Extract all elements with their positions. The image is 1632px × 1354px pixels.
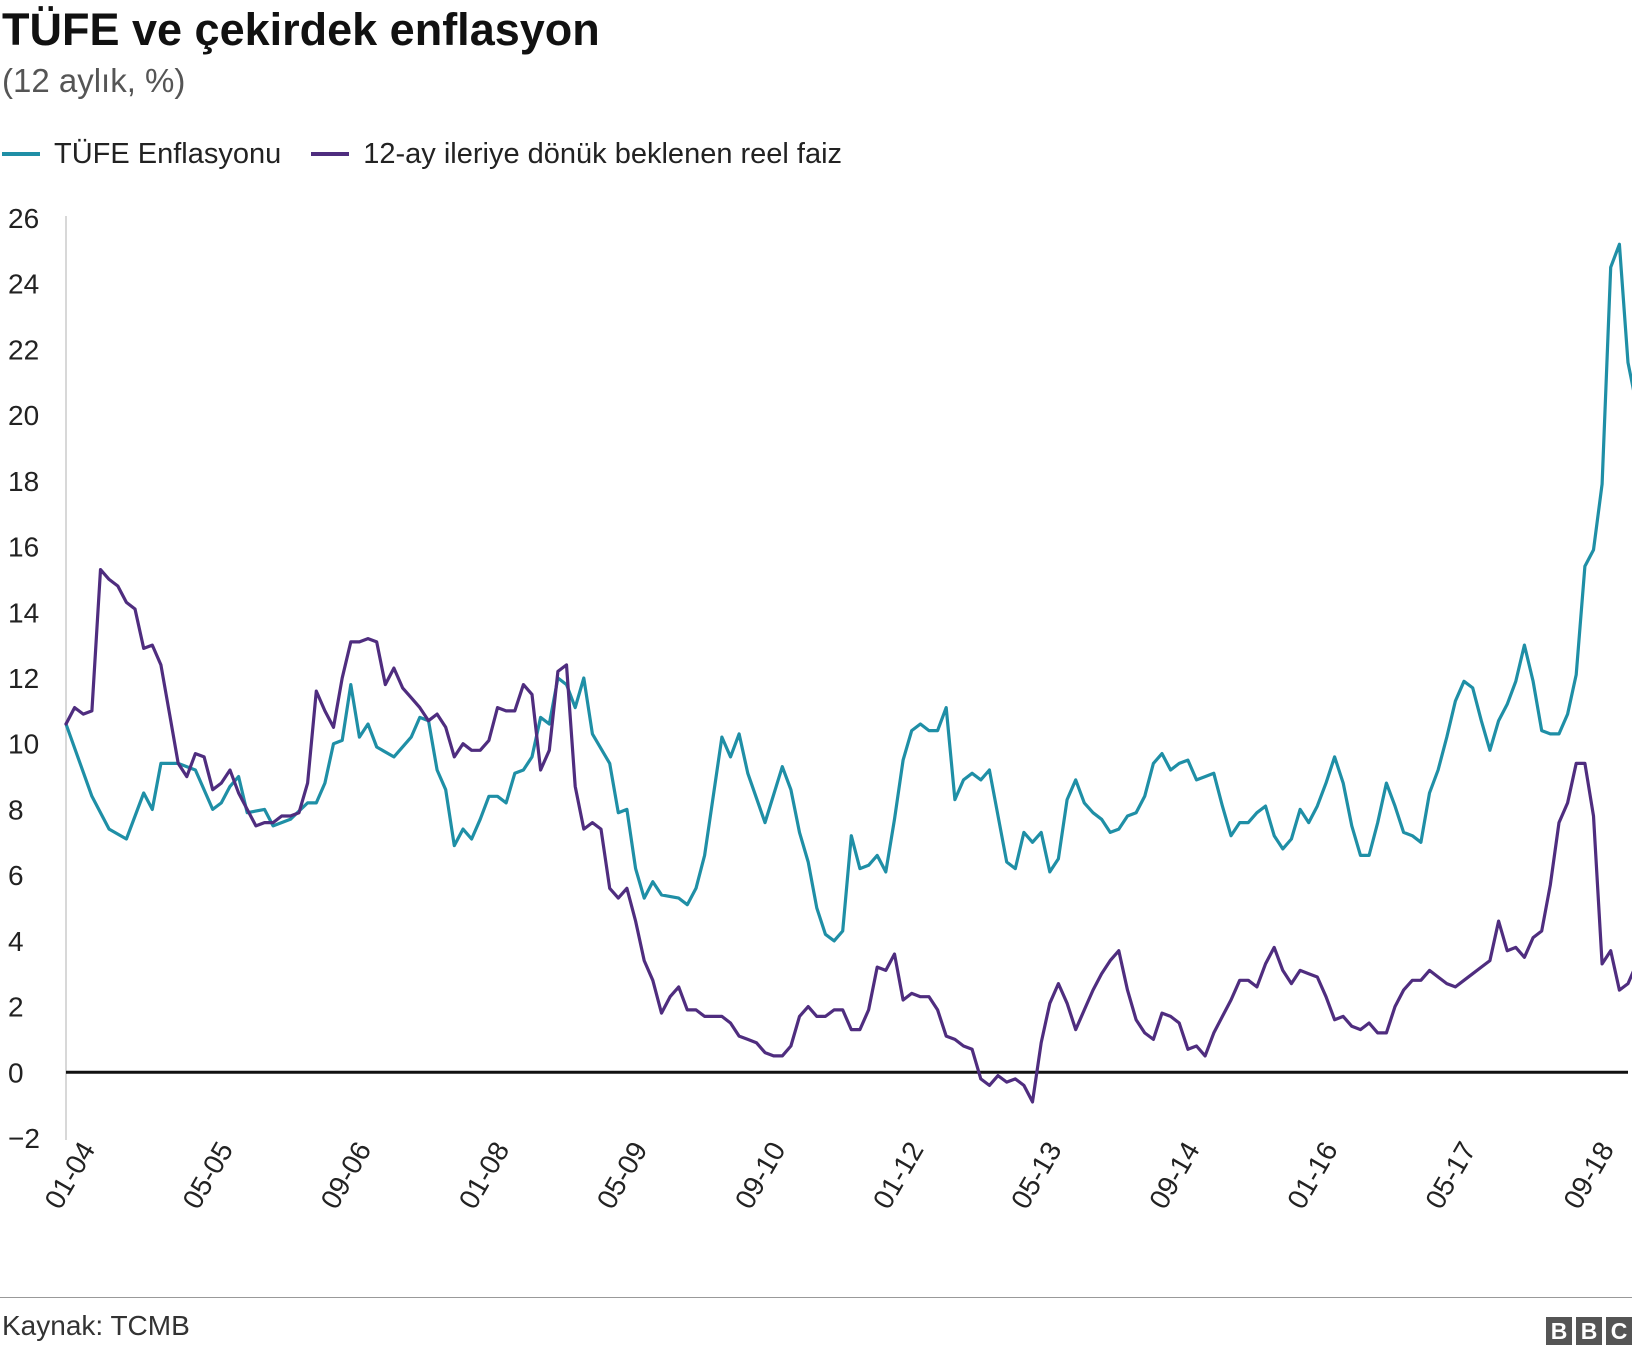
x-tick-label: 05-05 bbox=[177, 1136, 240, 1214]
logo-letter: C bbox=[1606, 1317, 1632, 1345]
x-tick-label: 01-16 bbox=[1281, 1136, 1344, 1214]
x-tick-label: 01-08 bbox=[453, 1136, 516, 1214]
source-note: Kaynak: TCMB bbox=[2, 1310, 190, 1341]
y-tick-label: 8 bbox=[8, 794, 24, 825]
logo-letter: B bbox=[1546, 1317, 1572, 1345]
logo-letter: B bbox=[1576, 1317, 1602, 1345]
x-tick-label: 09-18 bbox=[1557, 1136, 1620, 1214]
x-tick-label: 09-10 bbox=[729, 1136, 792, 1214]
y-tick-label: −2 bbox=[8, 1123, 40, 1154]
chart-title: TÜFE ve çekirdek enflasyon bbox=[2, 4, 600, 55]
legend-label-tufe: TÜFE Enflasyonu bbox=[54, 137, 282, 170]
legend-item-reel-faiz: 12-ay ileriye dönük beklenen reel faiz bbox=[311, 138, 842, 171]
bbc-logo: B B C bbox=[1542, 1317, 1632, 1345]
series-line-reel-faiz bbox=[64, 568, 1632, 1104]
x-tick-label: 09-06 bbox=[315, 1136, 378, 1214]
y-tick-label: 16 bbox=[8, 532, 39, 563]
y-tick-label: 18 bbox=[8, 466, 39, 497]
x-tick-label: 09-14 bbox=[1143, 1136, 1206, 1214]
legend-swatch-reel-faiz bbox=[311, 152, 350, 156]
chart-legend: TÜFE Enflasyonu 12-ay ileriye dönük bekl… bbox=[2, 136, 872, 172]
y-tick-label: 20 bbox=[8, 400, 39, 431]
y-tick-label: 24 bbox=[8, 269, 39, 300]
chart-subtitle: (12 aylık, %) bbox=[2, 62, 186, 99]
footer-divider bbox=[0, 1297, 1632, 1298]
y-tick-label: 12 bbox=[8, 663, 39, 694]
y-tick-label: 2 bbox=[8, 992, 24, 1023]
y-tick-label: 22 bbox=[8, 334, 39, 365]
y-tick-label: 26 bbox=[8, 203, 39, 234]
legend-item-tufe: TÜFE Enflasyonu bbox=[2, 138, 281, 171]
y-tick-label: 4 bbox=[8, 926, 24, 957]
x-tick-label: 01-04 bbox=[38, 1136, 101, 1214]
y-tick-label: 14 bbox=[8, 597, 39, 628]
x-tick-label: 05-13 bbox=[1005, 1136, 1068, 1214]
y-tick-label: 10 bbox=[8, 729, 39, 760]
y-tick-label: 6 bbox=[8, 860, 24, 891]
x-tick-label: 05-17 bbox=[1419, 1136, 1482, 1214]
legend-swatch-tufe bbox=[2, 152, 40, 156]
series-line-tufe bbox=[64, 242, 1632, 943]
legend-label-reel-faiz: 12-ay ileriye dönük beklenen reel faiz bbox=[363, 137, 843, 170]
x-tick-label: 01-12 bbox=[867, 1136, 930, 1214]
x-tick-label: 05-09 bbox=[591, 1136, 654, 1214]
y-tick-label: 0 bbox=[8, 1057, 24, 1088]
